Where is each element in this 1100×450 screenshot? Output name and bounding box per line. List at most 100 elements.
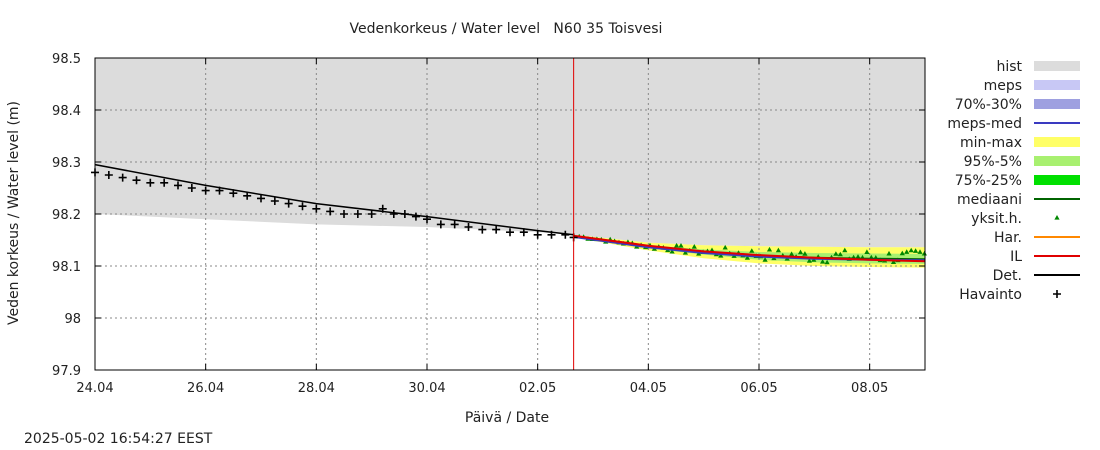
- member-marker: [886, 250, 892, 256]
- legend-label: 75%-25%: [955, 173, 1022, 189]
- 95-5-band: [573, 235, 925, 264]
- member-marker: [824, 259, 830, 265]
- observation-marker: [353, 210, 362, 218]
- legend-label: Det.: [993, 268, 1022, 284]
- x-tick-label: 28.04: [298, 381, 335, 396]
- observation-marker: [423, 215, 431, 224]
- observation-marker: [132, 176, 141, 185]
- member-marker: [921, 250, 927, 256]
- observation-marker: [187, 184, 196, 192]
- member-marker: [917, 249, 923, 254]
- observation-marker: [118, 173, 127, 182]
- member-marker: [766, 246, 773, 252]
- member-marker: [908, 247, 914, 253]
- legend-label: hist: [996, 59, 1022, 75]
- member-marker: [678, 243, 684, 248]
- observation-marker: [340, 210, 348, 218]
- x-tick-label: 30.04: [408, 381, 445, 396]
- member-marker: [797, 249, 804, 255]
- member-marker: [789, 251, 795, 256]
- observation-marker: [533, 230, 542, 239]
- legend-swatch: [1034, 99, 1080, 109]
- member-marker: [913, 248, 919, 253]
- legend-swatch: [1034, 137, 1080, 147]
- observation-marker: [378, 204, 387, 213]
- x-tick-label: 26.04: [187, 381, 224, 396]
- member-marker: [718, 253, 724, 258]
- observation-marker: [146, 178, 155, 187]
- observation-marker: [215, 186, 224, 195]
- observation-marker: [561, 230, 570, 239]
- legend-label: Havainto: [959, 287, 1022, 303]
- y-tick-label: 98.2: [52, 208, 81, 223]
- observation-marker: [284, 199, 293, 208]
- member-marker: [842, 247, 848, 253]
- member-marker: [802, 251, 808, 256]
- member-marker: [837, 251, 843, 257]
- observation-marker: [436, 220, 445, 229]
- member-marker: [833, 251, 839, 256]
- member-marker: [674, 242, 680, 248]
- member-marker: [722, 244, 728, 250]
- plot-area: 97.9 98 98.1 98.2 98.3 98.4 98.5 24.04 26.04 28.0…: [52, 52, 927, 396]
- member-marker: [744, 255, 750, 260]
- x-tick-label: 02.05: [519, 381, 556, 396]
- legend-swatch: [1053, 290, 1061, 298]
- y-tick-label: 98.3: [52, 156, 81, 171]
- legend-swatch: [1034, 61, 1080, 71]
- x-tick-label: 06.05: [740, 381, 777, 396]
- y-tick-label: 98.5: [52, 52, 81, 67]
- observation-marker: [270, 197, 279, 205]
- observation-marker: [400, 210, 409, 218]
- legend-swatch: [1054, 215, 1060, 220]
- observation-marker: [411, 212, 420, 221]
- observation-marker: [492, 225, 501, 234]
- legend-label: mediaani: [957, 192, 1022, 208]
- observation-marker: [104, 171, 113, 179]
- il-forecast-line: [573, 234, 926, 263]
- member-marker: [669, 248, 675, 254]
- y-tick-label: 97.9: [52, 364, 81, 379]
- legend-label: IL: [1010, 249, 1022, 265]
- observation-marker: [160, 178, 169, 187]
- observation-marker: [478, 225, 487, 234]
- member-marker: [864, 249, 870, 254]
- legend-swatch: [1034, 80, 1080, 90]
- timestamp: 2025-05-02 16:54:27 EEST: [24, 431, 213, 447]
- y-tick-label: 98.1: [52, 260, 81, 275]
- y-tick-label: 98: [64, 312, 81, 327]
- member-marker: [890, 259, 897, 264]
- legend-label: 70%-30%: [955, 97, 1022, 113]
- observation-marker: [506, 228, 514, 237]
- observation-marker: [519, 228, 528, 237]
- member-marker: [904, 249, 910, 254]
- member-marker: [899, 250, 905, 256]
- legend-label: meps: [984, 78, 1022, 94]
- y-axis-label: Veden korkeus / Water level (m): [6, 101, 22, 325]
- hist-band: [95, 58, 925, 248]
- legend-swatch: [1034, 156, 1080, 166]
- observation-marker: [367, 210, 376, 218]
- observation-marker: [389, 210, 398, 218]
- member-marker: [749, 248, 755, 253]
- member-marker: [806, 258, 812, 263]
- legend-label: meps-med: [947, 116, 1022, 132]
- observation-marker: [201, 186, 210, 195]
- chart-title: Vedenkorkeus / Water level N60 35 Toisve…: [350, 21, 663, 37]
- observation-marker: [326, 207, 335, 216]
- observation-marker: [229, 189, 238, 198]
- member-marker: [691, 244, 697, 249]
- y-tick-label: 98.4: [52, 104, 81, 119]
- legend-label: yksit.h.: [971, 211, 1022, 227]
- observation-marker: [450, 220, 459, 229]
- legend-label: 95%-5%: [964, 154, 1022, 170]
- observation-marker: [298, 202, 307, 211]
- observation-marker: [257, 194, 265, 203]
- member-marker: [762, 257, 768, 262]
- observation-marker: [464, 223, 473, 231]
- observation-marker: [312, 204, 321, 213]
- observation-marker: [547, 230, 556, 239]
- observation-marker: [174, 181, 182, 190]
- legend-label: Har.: [994, 230, 1022, 246]
